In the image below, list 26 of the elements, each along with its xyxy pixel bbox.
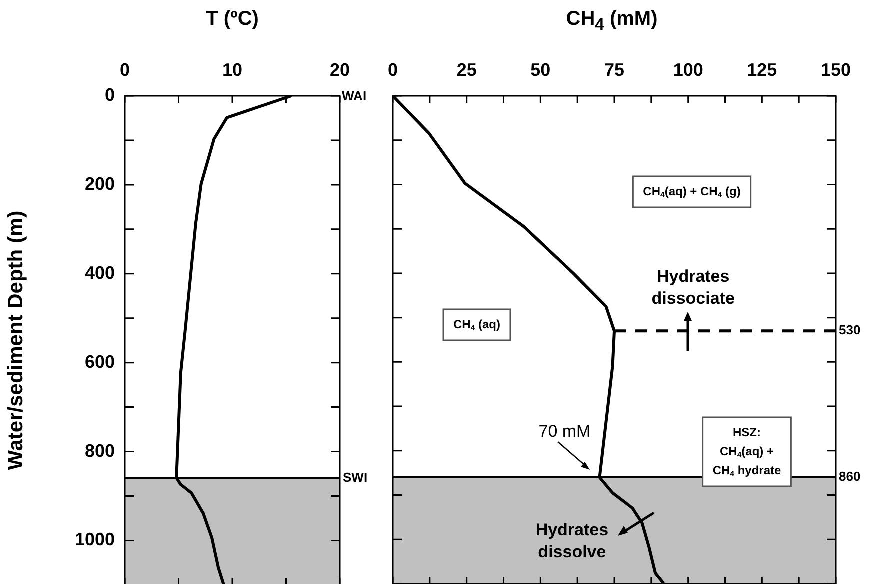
ref-line-label: 860 (839, 469, 861, 484)
y-tick-label: 1000 (74, 530, 115, 550)
x-tick-label: 20 (330, 60, 350, 80)
x-tick-label: 125 (747, 60, 778, 80)
annotation: SWI (343, 470, 368, 486)
x-tick-label: 0 (388, 60, 398, 80)
y-tick-label: 800 (84, 440, 115, 461)
annotation: Hydrates dissolve (536, 520, 609, 562)
x-tick-label: 0 (120, 60, 130, 80)
x-tick-label: 10 (222, 60, 243, 80)
annotation: Hydrates dissociate (652, 266, 735, 308)
y-tick-label: 600 (84, 352, 115, 372)
y-tick-label: 0 (104, 84, 115, 105)
y-axis-title: Water/sediment Depth (m) (4, 210, 28, 470)
y-tick-label: 400 (84, 262, 115, 283)
x-tick-label: 50 (530, 60, 551, 80)
x-tick-label: 100 (673, 60, 704, 80)
text: WAI (342, 88, 367, 104)
x-tick-label: 150 (820, 60, 852, 80)
chart-title: T (ºC) (205, 8, 260, 31)
annotation: 530 (839, 322, 861, 338)
x-tick-label: 25 (456, 60, 477, 80)
annotation: 70 mM (538, 422, 591, 442)
x-tick-label: 75 (604, 60, 625, 80)
chart-title: CH$_{4}$ (mM) (565, 8, 659, 35)
y-tick-label: 200 (84, 174, 115, 194)
